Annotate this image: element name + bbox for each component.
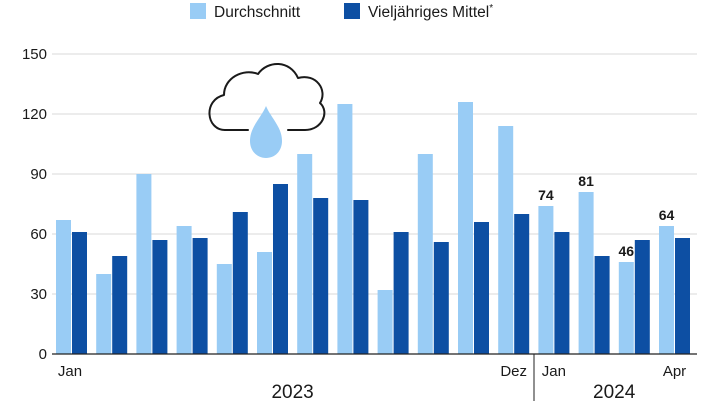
year-label: 2023 <box>271 382 313 403</box>
legend-swatch-vieljaehriges-mittel <box>344 3 360 19</box>
y-tick-label: 60 <box>30 226 47 243</box>
bar-vieljaehriges-mittel <box>232 212 248 354</box>
bar-durchschnitt <box>56 220 71 354</box>
data-label: 64 <box>659 207 675 223</box>
bar-vieljaehriges-mittel <box>313 198 329 354</box>
rain-cloud-icon <box>208 63 326 158</box>
data-label: 46 <box>619 243 635 259</box>
bar-vieljaehriges-mittel <box>634 240 650 354</box>
bar-durchschnitt <box>377 290 393 354</box>
bar-durchschnitt <box>659 226 674 354</box>
legend-swatch-durchschnitt <box>190 3 206 19</box>
legend: Durchschnitt Vieljähriges Mittel* <box>190 3 493 21</box>
bar-durchschnitt <box>458 102 473 354</box>
bar-durchschnitt <box>337 104 353 354</box>
x-tick-label: Jan <box>58 363 82 380</box>
y-tick-label: 150 <box>22 46 47 63</box>
x-axis-labels: Jan Dez Jan Apr 2023 2024 <box>58 363 686 403</box>
bar-durchschnitt <box>216 264 232 354</box>
bar-vieljaehriges-mittel <box>594 256 610 354</box>
y-tick-label: 120 <box>22 106 47 123</box>
bar-vieljaehriges-mittel <box>72 232 87 354</box>
bar-vieljaehriges-mittel <box>353 200 369 354</box>
year-label: 2024 <box>593 382 636 403</box>
x-tick-label: Jan <box>542 363 566 380</box>
legend-label-durchschnitt: Durchschnitt <box>214 4 301 21</box>
legend-label-vieljaehriges-mittel: Vieljähriges Mittel* <box>368 3 493 21</box>
data-label: 74 <box>538 187 554 203</box>
bar-vieljaehriges-mittel <box>514 214 530 354</box>
bar-durchschnitt <box>498 126 514 354</box>
bar-durchschnitt <box>417 154 433 354</box>
y-tick-label: 90 <box>30 166 47 183</box>
bar-durchschnitt <box>297 154 313 354</box>
bar-durchschnitt <box>538 206 554 354</box>
bar-durchschnitt <box>578 192 594 354</box>
y-tick-label: 0 <box>39 346 47 363</box>
x-tick-label: Dez <box>500 363 527 380</box>
data-label: 81 <box>578 173 594 189</box>
data-labels: 74 81 46 64 <box>538 173 674 259</box>
bar-durchschnitt <box>618 262 634 354</box>
bar-vieljaehriges-mittel <box>112 256 128 354</box>
bar-durchschnitt <box>176 226 192 354</box>
bar-vieljaehriges-mittel <box>152 240 168 354</box>
bar-vieljaehriges-mittel <box>273 184 288 354</box>
bar-durchschnitt <box>96 274 112 354</box>
y-tick-label: 30 <box>30 286 47 303</box>
bar-vieljaehriges-mittel <box>393 232 409 354</box>
y-axis-ticks: 0 30 60 90 120 150 <box>22 46 47 363</box>
bar-vieljaehriges-mittel <box>474 222 489 354</box>
bar-vieljaehriges-mittel <box>554 232 570 354</box>
bars <box>56 102 690 354</box>
bar-durchschnitt <box>136 174 152 354</box>
x-tick-label: Apr <box>663 363 686 380</box>
bar-durchschnitt <box>257 252 272 354</box>
bar-vieljaehriges-mittel <box>675 238 690 354</box>
bar-vieljaehriges-mittel <box>433 242 449 354</box>
bar-vieljaehriges-mittel <box>192 238 208 354</box>
